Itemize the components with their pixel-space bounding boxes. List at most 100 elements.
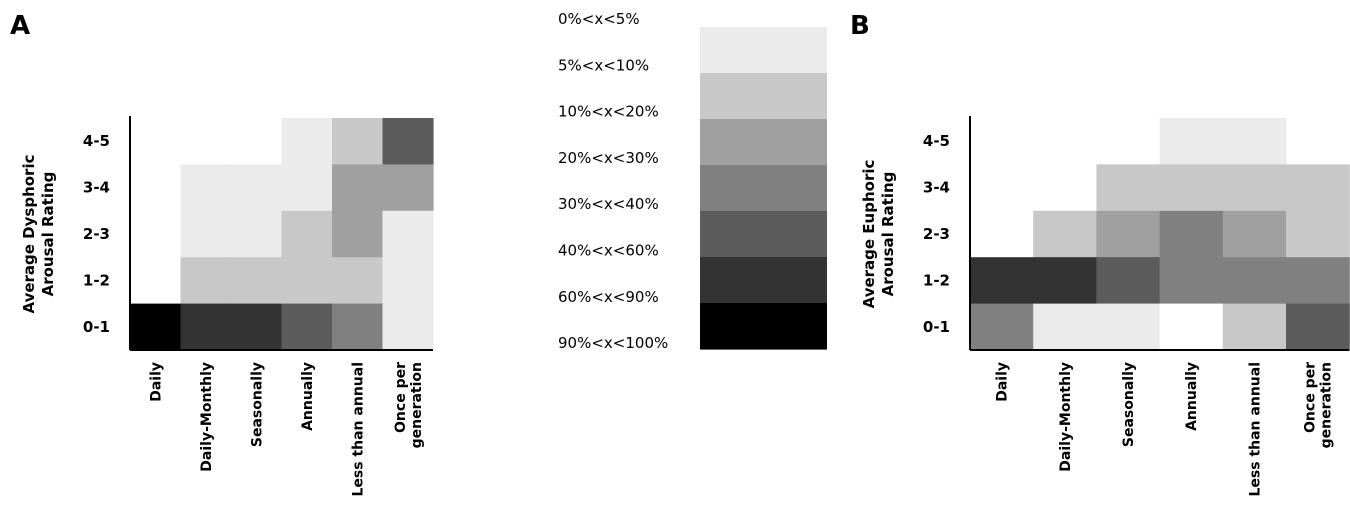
x-tick-label-line: Less than annual	[350, 362, 366, 497]
legend-swatch	[700, 257, 827, 304]
y-axis-title: Average EuphoricArousal Rating	[860, 160, 897, 309]
x-tick-label: Daily	[148, 362, 164, 402]
x-tick-label-line: Daily-Monthly	[199, 362, 215, 472]
x-tick-label: Daily-Monthly	[199, 362, 215, 472]
legend-label: 90%<x<100%	[558, 334, 668, 352]
heatmap-cell	[332, 118, 384, 165]
heatmap-cell	[1033, 257, 1097, 305]
x-tick-label-line: Daily	[148, 362, 164, 402]
heatmap-cell	[1096, 210, 1161, 258]
heatmap-cell	[1096, 257, 1161, 305]
heatmap-cell	[180, 257, 232, 305]
x-tick-label: Once pergeneration	[393, 362, 425, 448]
heatmap-cell	[1159, 303, 1224, 351]
legend-labels: 0%<x<5% 5%<x<10% 10%<x<20% 20%<x<30% 30%<x<4…	[558, 10, 668, 352]
x-tick-label-line: Less than annual	[1247, 362, 1263, 497]
heatmap-cell	[382, 210, 434, 258]
heatmap-cell	[332, 210, 384, 258]
heatmap-cell	[231, 303, 283, 351]
heatmap-cell	[1286, 210, 1350, 258]
y-tick-label: 4-5	[83, 132, 110, 150]
y-axis-title: Average DysphoricArousal Rating	[20, 155, 57, 314]
x-tick-label-line: Daily	[995, 362, 1011, 402]
x-tick-label: Annually	[1184, 362, 1200, 431]
y-tick-label: 1-2	[83, 271, 110, 289]
heatmap-cell	[1159, 257, 1224, 305]
x-tick-label-line: Seasonally	[249, 362, 265, 447]
x-tick-label: Once pergeneration	[1303, 362, 1335, 448]
y-tick-label: 3-4	[83, 179, 110, 197]
heatmap-cell	[180, 164, 232, 212]
heatmap-b-axes	[969, 116, 1350, 351]
x-tick-label-line: Daily-Monthly	[1058, 362, 1074, 472]
heatmap-a-axes	[129, 116, 433, 351]
legend-swatch	[700, 73, 827, 120]
legend-swatches	[700, 27, 827, 350]
y-tick-label: 0-1	[923, 318, 950, 336]
heatmap-cell	[1222, 210, 1287, 258]
y-axis-title-line: Arousal Rating	[879, 172, 897, 297]
heatmap-cell	[382, 303, 434, 351]
heatmap-cell	[1159, 118, 1224, 165]
x-tick-label-line: Annually	[1184, 362, 1200, 431]
heatmap-cell	[1222, 257, 1287, 305]
heatmap-cell	[281, 210, 333, 258]
y-tick-label: 0-1	[83, 318, 110, 336]
y-tick-label: 3-4	[923, 179, 950, 197]
legend-label: 0%<x<5%	[558, 10, 640, 28]
heatmap-a-y-axis-title: Average DysphoricArousal Rating	[20, 155, 57, 314]
x-tick-label: Less than annual	[1247, 362, 1263, 497]
heatmap-cell	[1033, 210, 1097, 258]
x-tick-label-line: Once per	[1303, 362, 1319, 433]
heatmap-cell	[332, 303, 384, 351]
legend-swatch	[700, 27, 827, 74]
heatmap-cell	[382, 257, 434, 305]
heatmap-cell	[1159, 164, 1224, 212]
y-tick-label: 2-3	[923, 225, 950, 243]
heatmap-cell	[1222, 164, 1287, 212]
x-tick-label-line: Once per	[393, 362, 409, 433]
heatmap-cell	[1096, 303, 1161, 351]
x-tick-label-line: generation	[409, 362, 425, 448]
heatmap-cell	[1033, 303, 1097, 351]
legend-label: 10%<x<20%	[558, 103, 659, 121]
heatmap-a-cells	[130, 118, 434, 351]
x-tick-label: Less than annual	[350, 362, 366, 497]
y-tick-label: 4-5	[923, 132, 950, 150]
x-tick-label-line: Seasonally	[1121, 362, 1137, 447]
x-tick-label: Annually	[300, 362, 316, 431]
y-axis-title-line: Average Euphoric	[860, 160, 878, 309]
panel-letter-b: B	[850, 11, 870, 41]
legend-label: 5%<x<10%	[558, 56, 649, 74]
x-tick-label: Daily	[995, 362, 1011, 402]
legend-swatch	[700, 303, 827, 350]
heatmap-cell	[1222, 303, 1287, 351]
heatmap-cell	[970, 303, 1034, 351]
y-axis-title-line: Arousal Rating	[39, 172, 57, 297]
heatmap-cell	[281, 257, 333, 305]
heatmap-cell	[1286, 257, 1350, 305]
heatmap-cell	[231, 210, 283, 258]
y-axis-title-line: Average Dysphoric	[20, 155, 38, 314]
legend-label: 20%<x<30%	[558, 149, 659, 167]
heatmap-cell	[281, 164, 333, 212]
heatmap-cell	[231, 164, 283, 212]
heatmap-cell	[1286, 164, 1350, 212]
heatmap-b-x-tick-labels: Daily Daily-Monthly Seasonally Annually Less…	[995, 362, 1335, 497]
legend-label: 40%<x<60%	[558, 242, 659, 260]
panel-letter-a: A	[10, 11, 30, 41]
x-tick-label-line: generation	[1319, 362, 1335, 448]
legend-swatch	[700, 119, 827, 166]
heatmap-b-cells	[970, 118, 1350, 351]
heatmap-b-y-axis-title: Average EuphoricArousal Rating	[860, 160, 897, 309]
legend-swatch	[700, 211, 827, 258]
x-tick-label: Daily-Monthly	[1058, 362, 1074, 472]
heatmap-panel-b: B 4-5 3-4 2-3 1-2 0-1 Daily Daily-Monthly Seas…	[850, 11, 1350, 497]
heatmap-cell	[332, 257, 384, 305]
heatmap-cell	[382, 164, 434, 212]
heatmap-panel-a: A 4-5 3-4 2-3 1-2 0-1 Daily Daily-Monthly Seas…	[10, 11, 434, 497]
legend-label: 60%<x<90%	[558, 288, 659, 306]
heatmap-a-y-tick-labels: 4-5 3-4 2-3 1-2 0-1	[83, 132, 110, 336]
heatmap-cell	[130, 303, 182, 351]
